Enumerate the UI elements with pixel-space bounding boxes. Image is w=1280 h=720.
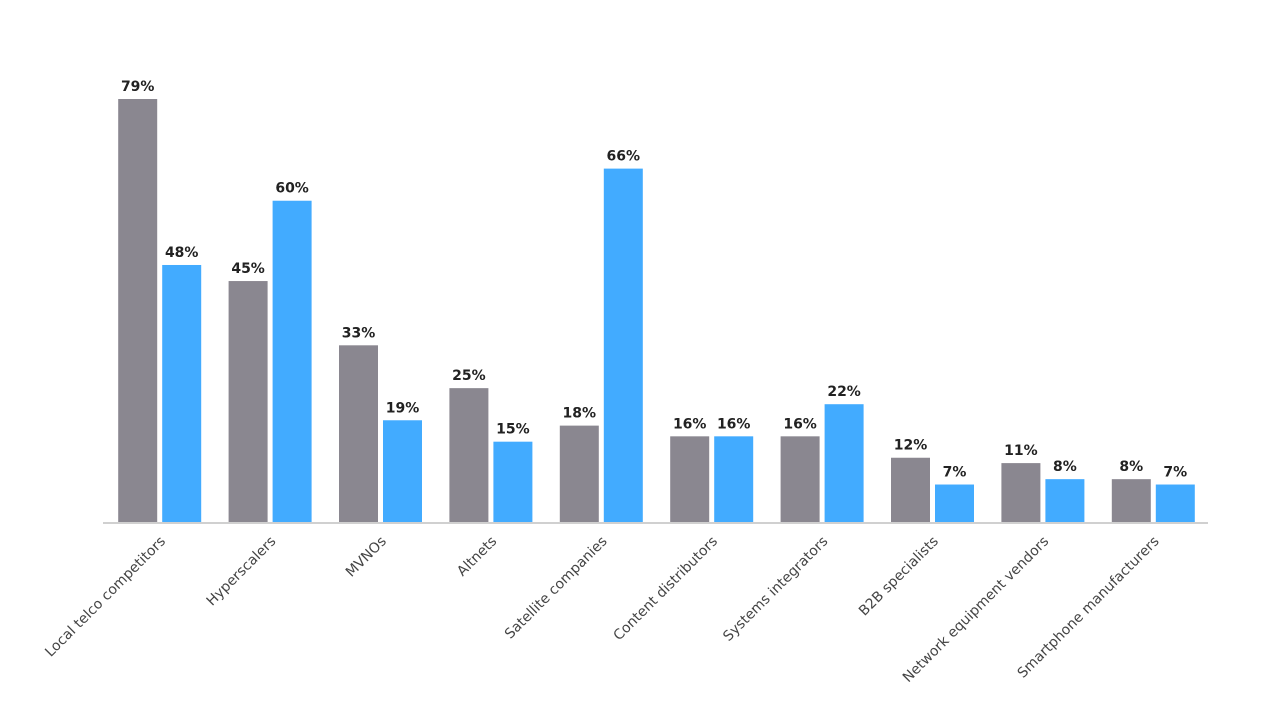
value-label: 16% <box>673 416 707 432</box>
value-label: 33% <box>342 325 376 341</box>
bar <box>449 388 489 522</box>
bar <box>559 425 599 522</box>
bar <box>228 281 268 522</box>
value-label: 48% <box>165 245 199 261</box>
value-label: 16% <box>717 416 751 432</box>
value-label: 7% <box>943 465 967 481</box>
bar <box>891 457 930 522</box>
value-label: 22% <box>827 384 861 400</box>
bar <box>714 436 754 522</box>
bar <box>1111 479 1151 522</box>
bar <box>780 436 820 522</box>
bar <box>1001 463 1041 522</box>
bar <box>118 99 158 522</box>
bar <box>935 484 974 522</box>
bar <box>162 264 202 522</box>
value-label: 12% <box>894 438 928 454</box>
value-label: 45% <box>231 261 265 277</box>
value-label: 25% <box>452 368 486 384</box>
bar <box>493 441 533 522</box>
value-label: 8% <box>1119 459 1143 475</box>
bar <box>670 436 710 522</box>
bar <box>824 404 864 522</box>
bar <box>1045 479 1085 522</box>
value-label: 19% <box>386 400 420 416</box>
bar <box>1155 484 1195 522</box>
value-label: 66% <box>607 149 641 165</box>
bar <box>603 168 643 522</box>
value-label: 79% <box>121 79 155 95</box>
bar <box>383 420 422 522</box>
value-label: 11% <box>1004 443 1038 459</box>
bar <box>339 345 378 522</box>
value-label: 18% <box>563 406 597 422</box>
bar <box>272 200 312 522</box>
value-label: 60% <box>275 181 309 197</box>
value-label: 7% <box>1163 465 1187 481</box>
value-label: 16% <box>783 416 817 432</box>
value-label: 15% <box>496 422 530 438</box>
value-label: 8% <box>1053 459 1077 475</box>
